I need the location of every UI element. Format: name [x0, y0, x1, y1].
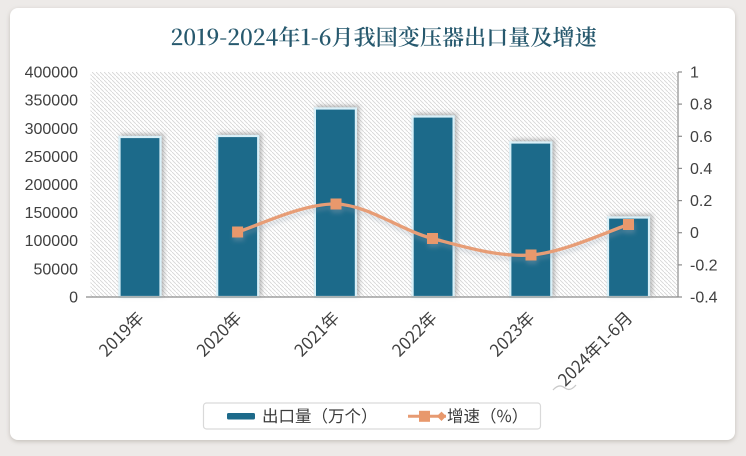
svg-text:250000: 250000	[25, 149, 78, 166]
svg-text:-0.2: -0.2	[690, 257, 718, 274]
svg-text:0.8: 0.8	[690, 97, 712, 114]
svg-text:1: 1	[690, 65, 699, 82]
svg-text:50000: 50000	[34, 261, 79, 278]
svg-text:300000: 300000	[25, 121, 78, 138]
svg-text:0.2: 0.2	[690, 193, 712, 210]
svg-text:0.4: 0.4	[690, 161, 712, 178]
svg-text:200000: 200000	[25, 177, 78, 194]
svg-text:0.6: 0.6	[690, 129, 712, 146]
svg-text:0: 0	[69, 290, 78, 307]
svg-text:0: 0	[690, 225, 699, 242]
svg-text:400000: 400000	[25, 65, 78, 82]
svg-text:150000: 150000	[25, 205, 78, 222]
svg-text:100000: 100000	[25, 233, 78, 250]
svg-text:350000: 350000	[25, 93, 78, 110]
svg-text:-0.4: -0.4	[690, 290, 718, 307]
